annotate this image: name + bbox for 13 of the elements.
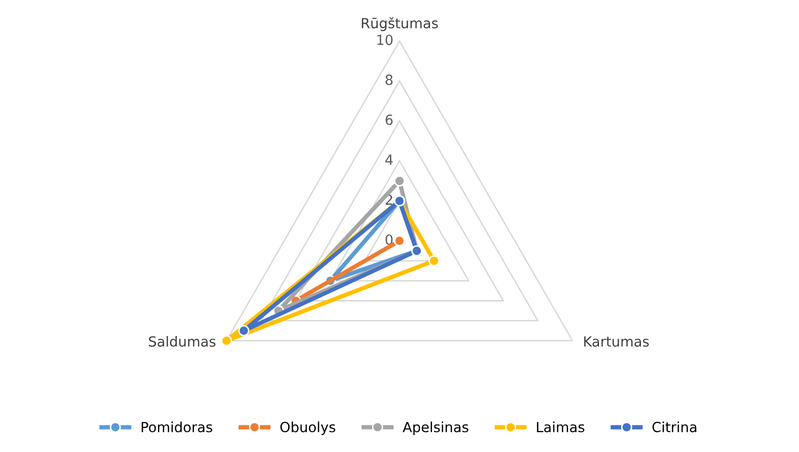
spoke-label: Kartumas	[584, 336, 649, 347]
y-tick-label: 4	[385, 154, 393, 165]
legend-label: Pomidoras	[142, 422, 212, 432]
legend-label: Obuolys	[280, 422, 336, 435]
legend-label: Citrina	[652, 422, 696, 432]
spoke-label: Rūgštumas	[362, 17, 438, 32]
y-tick-label: 6	[386, 114, 393, 126]
y-tick-label: 0	[386, 234, 393, 245]
y-tick-label: 8	[386, 74, 393, 86]
y-tick-label: 10	[377, 34, 393, 46]
legend-label: Apelsinas	[402, 422, 468, 435]
spoke-label: Saldumas	[148, 336, 216, 347]
legend-label: Laimas	[536, 422, 584, 432]
